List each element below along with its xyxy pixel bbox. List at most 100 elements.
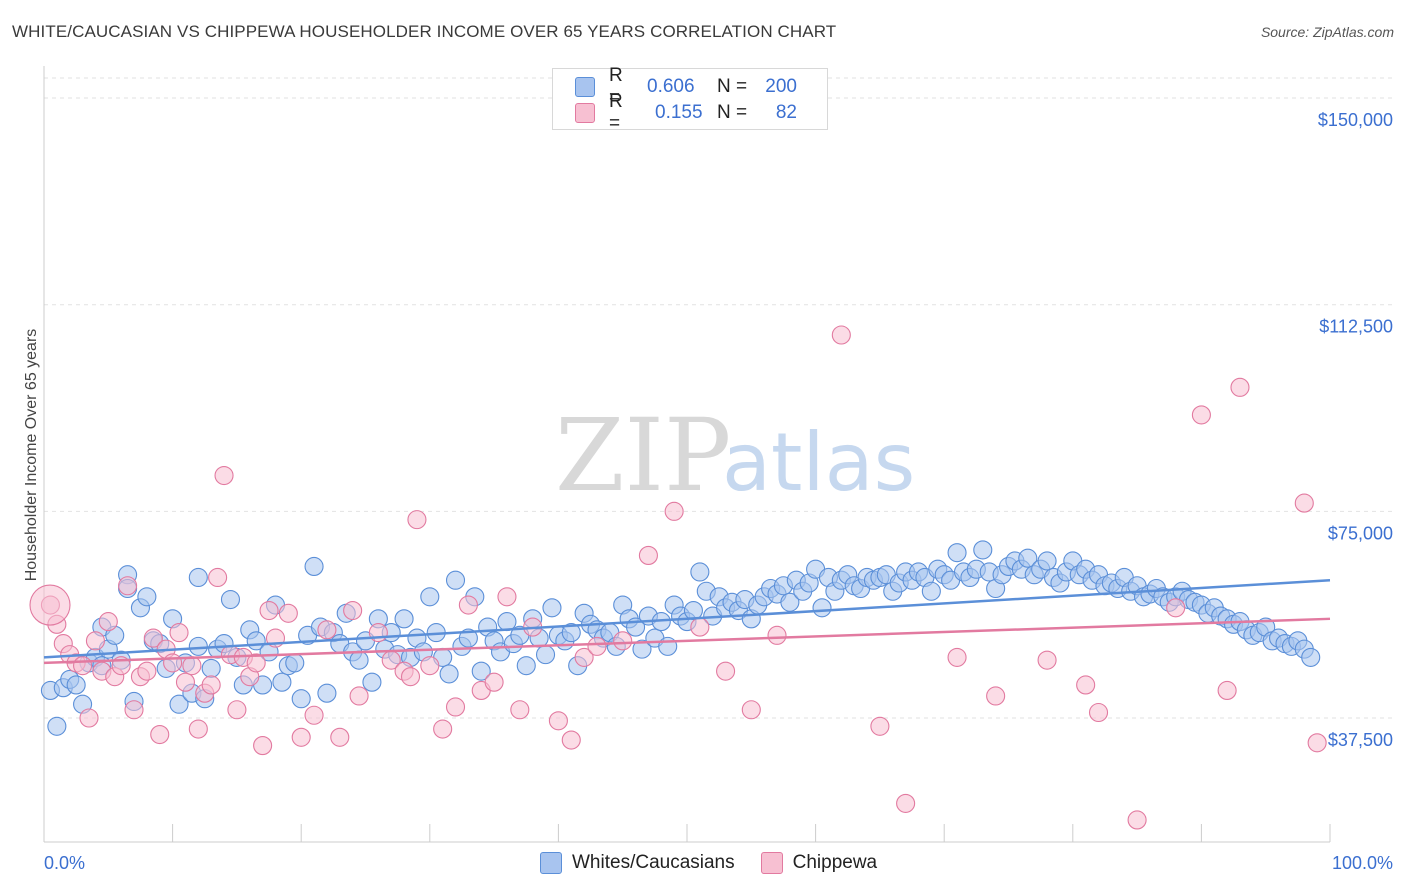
point-whites [921,581,941,601]
point-whites [394,609,414,629]
legend-n-value: 200 [765,76,797,97]
point-chippewa [1191,405,1211,425]
point-whites [188,636,208,656]
point-chippewa [1127,810,1147,830]
point-chippewa [259,600,279,621]
bottom-legend-chippewa: Chippewa [760,852,878,874]
point-chippewa [163,653,183,673]
legend-row-chippewa: R = 0.155 N = 82 [575,91,797,134]
point-chippewa [188,719,208,739]
point-chippewa [420,656,440,676]
point-whites [973,540,993,560]
legend-n-value: 82 [775,102,797,123]
point-whites [304,556,324,577]
point-chippewa [484,672,504,692]
point-chippewa [278,603,298,623]
axes [43,66,1331,843]
point-chippewa [1088,702,1109,723]
point-chippewa [253,736,273,756]
legend-row-whites: R = 0.606 N = 200 [575,65,797,108]
point-whites [1037,551,1057,571]
point-whites [535,645,556,665]
point-whites [1018,548,1038,568]
point-chippewa [349,686,369,706]
point-whites [47,716,67,736]
source-credit: Source: ZipAtlas.com [1260,24,1394,40]
point-whites [272,672,292,692]
bottom-legend-label-chippewa: Chippewa [792,852,878,873]
point-chippewa [304,705,324,725]
point-whites [690,562,710,582]
point-whites [542,598,562,618]
point-whites [632,639,652,659]
point-chippewa [638,545,658,565]
point-whites [439,664,459,684]
point-whites [291,689,311,709]
point-chippewa [986,686,1006,706]
point-chippewa [1166,598,1186,618]
point-chippewa [767,625,787,645]
point-chippewa [510,700,530,720]
bottom-legend-swatch-whites [540,852,562,874]
point-chippewa [831,325,851,345]
legend-box: R = 0.606 N = 200 R = 0.155 N = 82 [552,65,828,134]
point-chippewa [1230,377,1250,397]
bottom-legend-label-whites: Whites/Caucasians [572,852,735,873]
legend-swatch-chippewa [575,103,595,123]
point-whites [137,587,157,607]
y-tick-label: $112,500 [1319,317,1393,337]
point-chippewa [587,636,607,656]
legend-r-label: R = [609,91,623,134]
point-chippewa [291,727,311,747]
point-chippewa [400,667,421,687]
point-whites [445,570,466,590]
watermark: ZIP atlas [555,397,915,514]
chart-title: WHITE/CAUCASIAN VS CHIPPEWA HOUSEHOLDER … [12,22,837,41]
point-whites [201,658,221,678]
watermark-zip: ZIP [555,397,731,514]
point-chippewa [124,700,144,720]
trend-line-chippewa [43,617,1331,665]
legend-r-value: 0.606 [647,76,695,97]
point-chippewa [208,567,228,588]
point-whites [317,683,337,703]
point-chippewa [246,653,266,673]
point-chippewa [741,700,761,720]
point-chippewa [613,631,633,651]
point-whites [285,653,305,673]
point-chippewa [497,587,517,607]
point-whites [497,612,517,632]
point-chippewa [175,672,196,692]
point-chippewa [118,576,138,596]
point-chippewa-large [29,584,71,626]
point-chippewa [433,719,453,739]
point-chippewa [85,631,105,651]
tick-labels: $37,500 $75,000 $112,500 $150,000 0.0% 100.0% [44,110,1393,873]
point-chippewa [343,600,363,621]
y-tick-label: $75,000 [1328,523,1393,543]
point-chippewa [79,708,99,728]
point-chippewa [214,465,234,486]
trend-lines [43,578,1331,665]
point-whites [780,592,800,612]
point-whites [169,694,189,714]
y-tick-label: $150,000 [1318,110,1393,130]
point-chippewa [1294,493,1314,513]
bottom-legend: Whites/Caucasians Chippewa [540,852,903,874]
point-chippewa [458,595,478,615]
trend-line-whites [43,578,1331,659]
point-chippewa [137,661,157,681]
legend-swatch-whites [575,77,595,97]
point-whites [420,587,440,607]
point-chippewa [947,647,967,667]
x-tick-label-start: 0.0% [44,853,85,873]
point-chippewa [169,623,189,643]
point-whites [471,661,491,681]
point-chippewa [201,675,221,695]
point-whites [220,589,241,610]
point-chippewa [690,617,710,637]
legend-r-value: 0.155 [655,102,703,123]
point-chippewa [1307,733,1327,753]
point-chippewa [1076,675,1096,695]
